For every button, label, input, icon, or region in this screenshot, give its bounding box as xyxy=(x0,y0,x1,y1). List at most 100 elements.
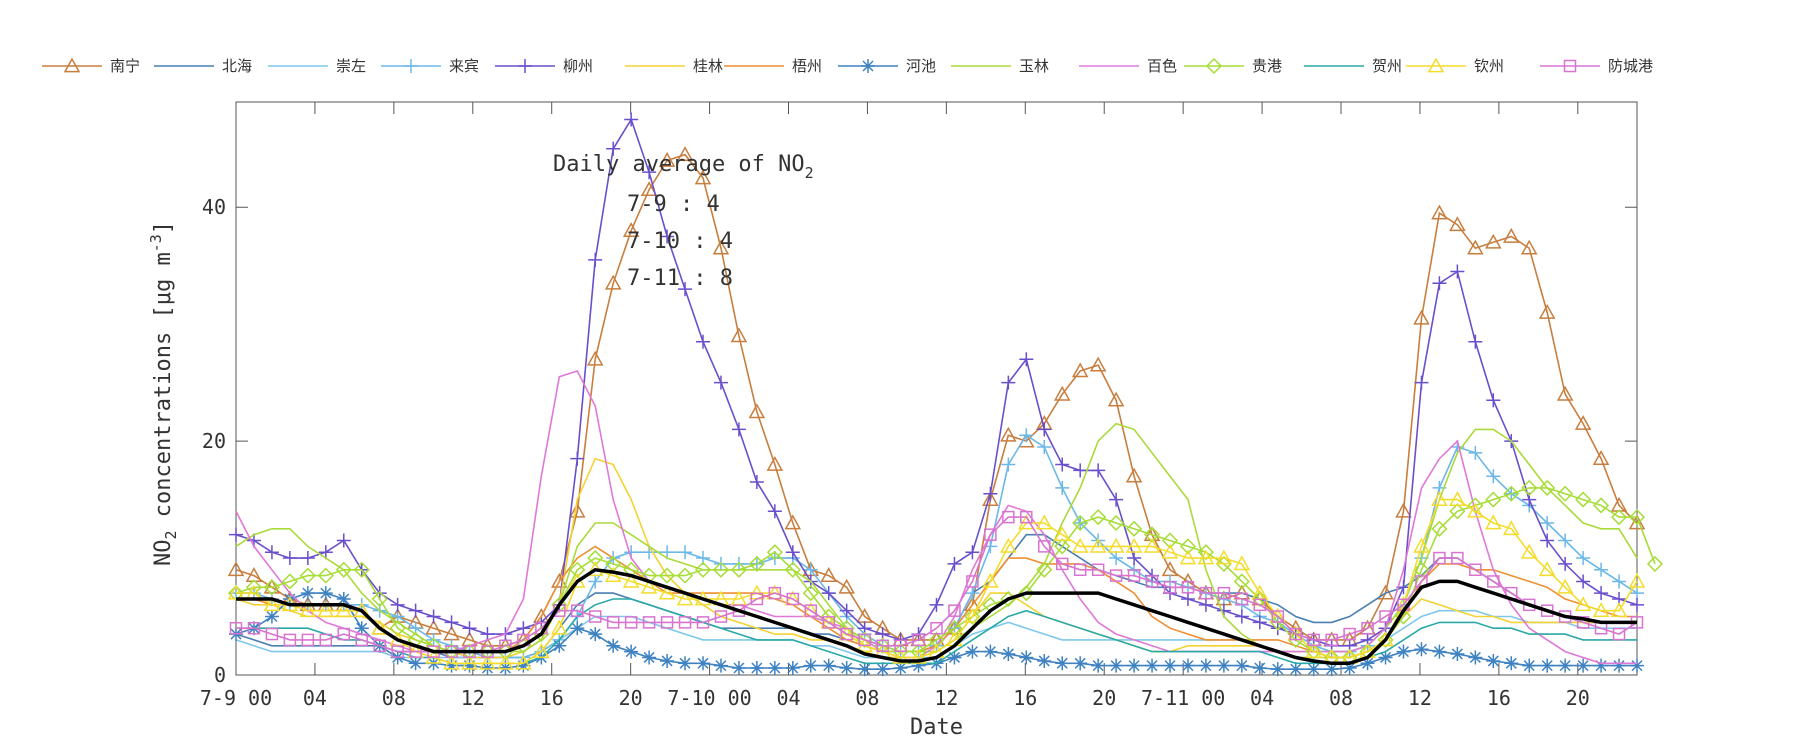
series-point xyxy=(247,621,261,635)
series-point xyxy=(1502,520,1520,536)
series-point xyxy=(1432,276,1447,291)
series-point xyxy=(1163,581,1177,594)
series-point xyxy=(1630,586,1644,601)
series-point xyxy=(1556,578,1574,594)
series-point xyxy=(1413,561,1430,578)
series-point xyxy=(1205,57,1223,75)
legend-item-贺州: 贺州 xyxy=(1304,57,1402,75)
series-point xyxy=(1485,491,1502,508)
series-point xyxy=(875,662,890,677)
series-point xyxy=(660,616,674,629)
series-point xyxy=(713,658,728,673)
series-point xyxy=(336,533,351,548)
series-point xyxy=(1125,537,1143,553)
series-point xyxy=(748,555,765,572)
series-point xyxy=(317,602,335,618)
series-point xyxy=(694,561,712,578)
series-point xyxy=(1252,660,1267,675)
series-point xyxy=(947,650,962,665)
annotation-line-7-10: 7-10 : 4 xyxy=(627,229,733,254)
series-point xyxy=(444,615,459,630)
mean-line xyxy=(236,567,1637,666)
series-point xyxy=(588,252,603,267)
series-point xyxy=(731,422,746,437)
series-point xyxy=(408,656,423,671)
x-tick-label: 16 xyxy=(1013,686,1037,710)
series-point xyxy=(606,616,620,629)
series-point xyxy=(604,274,622,290)
series-point xyxy=(1199,586,1213,600)
series-point xyxy=(299,602,317,618)
series-point xyxy=(1557,485,1574,502)
series-point xyxy=(1001,375,1016,390)
series-point xyxy=(498,660,513,675)
series-point xyxy=(1071,537,1089,553)
series-point xyxy=(1109,658,1124,673)
series-point xyxy=(443,643,460,660)
series-point xyxy=(317,567,334,584)
series-point xyxy=(1630,658,1644,673)
series-point xyxy=(861,59,875,73)
series-point xyxy=(371,619,388,635)
series-point xyxy=(1055,457,1070,472)
x-tick-label: 04 xyxy=(776,686,800,710)
series-point xyxy=(1538,561,1556,577)
series-point xyxy=(300,551,315,566)
series-point xyxy=(1324,662,1339,677)
series-point xyxy=(676,146,694,161)
series-point xyxy=(1504,656,1519,671)
series-point xyxy=(1558,556,1573,571)
series-point xyxy=(766,455,784,471)
legend-item-钦州: 钦州 xyxy=(1406,57,1504,75)
series-point xyxy=(964,607,981,623)
annotation-title-sub: 2 xyxy=(805,164,814,182)
x-tick-label: 20 xyxy=(1092,686,1116,710)
series-point xyxy=(1468,445,1483,460)
legend-item-河池: 河池 xyxy=(838,57,936,75)
y-axis-label: NO2 concentrations [μg m-3] xyxy=(147,221,180,566)
series-point xyxy=(551,596,568,613)
x-tick-label: 12 xyxy=(1408,686,1432,710)
series-point xyxy=(1127,658,1142,673)
series-point xyxy=(1486,653,1501,668)
legend-item-柳州: 柳州 xyxy=(495,57,593,75)
series-point xyxy=(1091,463,1106,478)
legend-label: 河池 xyxy=(906,57,936,75)
legend-label: 贵港 xyxy=(1252,57,1282,75)
series-point xyxy=(640,181,658,197)
series-point xyxy=(821,658,836,673)
legend-label: 北海 xyxy=(222,57,252,75)
series-point xyxy=(1161,543,1179,559)
series-point xyxy=(1612,658,1627,673)
series-point xyxy=(1396,644,1411,659)
annotation-title: Daily average of NO2 xyxy=(553,152,814,182)
series-point xyxy=(1378,650,1393,665)
daily-average-annotation: Daily average of NO2 7-9 : 4 7-10 : 4 7-… xyxy=(553,152,814,291)
series-point xyxy=(1215,549,1233,565)
series-point xyxy=(518,59,532,73)
legend-label: 贺州 xyxy=(1372,57,1402,75)
series-point xyxy=(802,585,819,602)
series-point xyxy=(1433,551,1446,565)
series-point xyxy=(1342,660,1357,675)
series-point xyxy=(892,643,909,660)
series-point xyxy=(984,528,997,541)
x-axis-label: Date xyxy=(910,715,963,740)
series-point xyxy=(604,567,622,582)
series-point xyxy=(354,621,369,636)
series-point xyxy=(1450,646,1465,661)
series-point xyxy=(533,643,550,658)
series-point xyxy=(1360,656,1375,671)
series-point xyxy=(785,545,800,560)
series-point xyxy=(264,545,279,560)
series-point xyxy=(1485,514,1502,530)
legend-item-百色: 百色 xyxy=(1079,57,1177,75)
series-point xyxy=(713,375,728,390)
series-point xyxy=(1125,467,1143,483)
series-point xyxy=(786,592,800,606)
series-point xyxy=(658,584,676,600)
series-point xyxy=(462,621,477,636)
series-point xyxy=(264,609,279,624)
series-point xyxy=(1379,610,1392,623)
series-point xyxy=(353,561,370,578)
